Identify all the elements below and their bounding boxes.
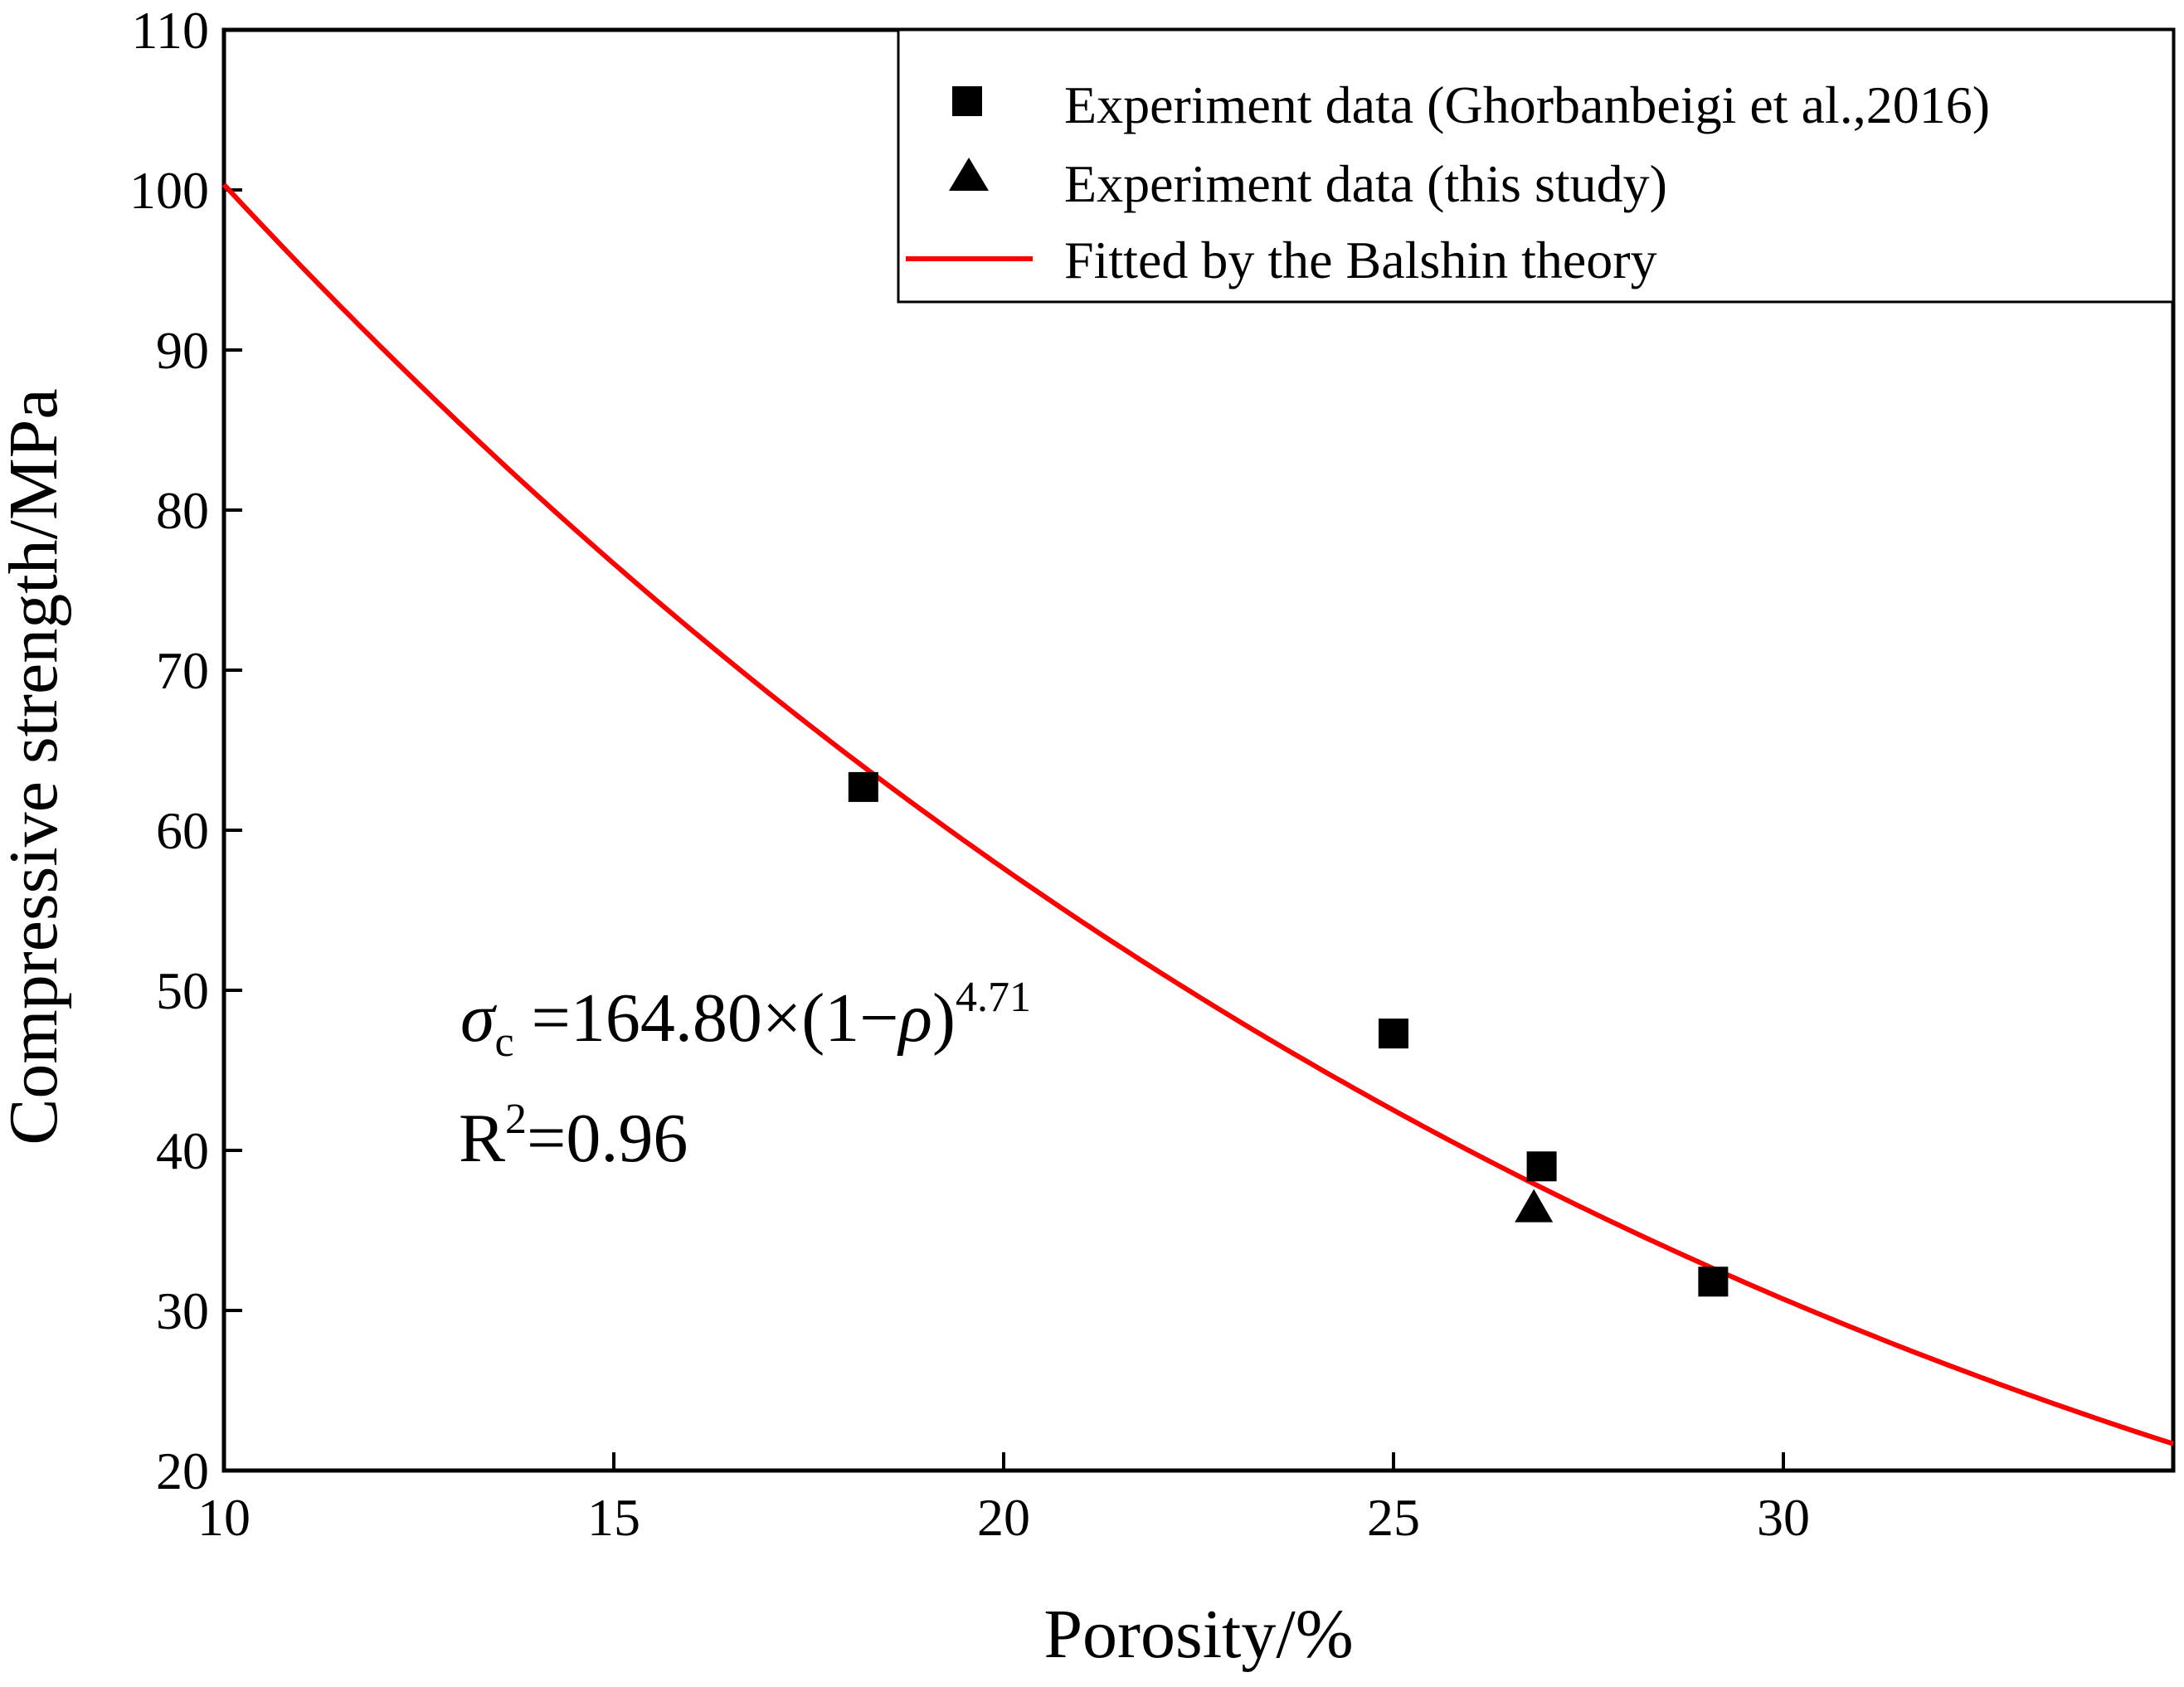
x-tick-label: 15: [587, 1488, 640, 1547]
y-tick-label: 70: [156, 641, 209, 700]
y-tick-label: 40: [156, 1121, 209, 1180]
x-tick-label: 10: [197, 1488, 251, 1547]
x-tick-label: 20: [977, 1488, 1030, 1547]
fit-curve-line: [221, 182, 2174, 1446]
r2-value: =0.96: [527, 1100, 688, 1177]
equation-close: ): [932, 980, 956, 1057]
y-tick-label: 60: [156, 801, 209, 860]
y-tick-label: 30: [156, 1281, 209, 1340]
x-axis-title: Porosity/%: [1043, 1596, 1353, 1673]
equation-exponent: 4.71: [956, 974, 1031, 1021]
r-squared-annotation: R2=0.96: [459, 1096, 688, 1177]
data-point-triangle: [1515, 1189, 1554, 1223]
equation-body: =164.80×(1−: [514, 980, 899, 1057]
data-point-square: [1698, 1266, 1729, 1297]
legend-label-this-study: Experiment data (this study): [1064, 154, 1667, 213]
data-point-square: [848, 771, 878, 802]
x-axis-ticks: 10 15 20 25 30: [197, 1452, 1810, 1547]
data-point-square: [1526, 1151, 1557, 1182]
equation-sigma-sub: c: [494, 1019, 513, 1066]
data-point-square: [1379, 1019, 1408, 1049]
y-tick-label: 100: [129, 161, 209, 220]
data-markers: [848, 771, 1729, 1297]
y-tick-label: 110: [131, 1, 209, 60]
legend-square-marker: [952, 86, 982, 116]
legend-label-balshin-fit: Fitted by the Balshin theory: [1064, 231, 1657, 289]
y-tick-label: 50: [156, 961, 209, 1020]
x-tick-label: 25: [1367, 1488, 1420, 1547]
equation-rho: ρ: [897, 980, 932, 1057]
equation-sigma: σ: [460, 980, 498, 1057]
legend: Experiment data (Ghorbanbeigi et al.,201…: [897, 28, 2175, 304]
r2-base: R: [459, 1100, 505, 1177]
legend-label-ghorbanbeigi: Experiment data (Ghorbanbeigi et al.,201…: [1064, 75, 1990, 134]
y-axis-title: Compressive strength/MPa: [0, 388, 72, 1145]
y-tick-label: 80: [156, 481, 209, 540]
legend-box: [897, 28, 2175, 304]
x-tick-label: 30: [1757, 1488, 1810, 1547]
legend-triangle-marker: [949, 158, 989, 191]
equation-annotation: σc =164.80×(1−ρ)4.71: [460, 974, 1031, 1066]
y-tick-label: 20: [156, 1441, 209, 1500]
r2-exponent: 2: [505, 1096, 527, 1143]
y-tick-label: 90: [156, 321, 209, 380]
y-axis-ticks: 20 30 40 50 60 70 80 90 100 110: [129, 1, 242, 1500]
